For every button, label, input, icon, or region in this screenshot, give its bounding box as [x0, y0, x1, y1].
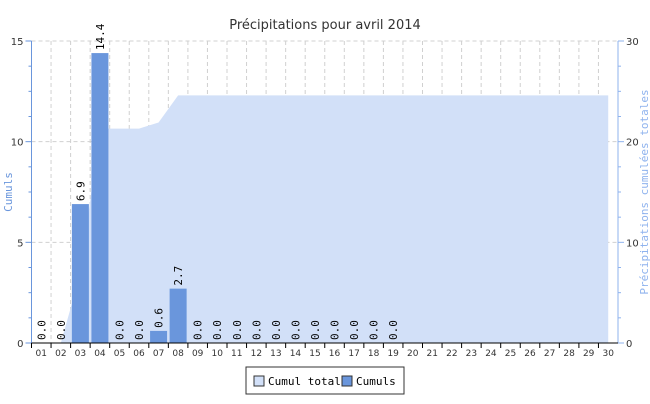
data-label: 0.0 [348, 320, 361, 340]
data-label: 0.0 [368, 320, 381, 340]
x-tick-label: 19 [387, 349, 399, 359]
y-tick-label: 0 [17, 339, 23, 350]
y2-tick-label: 0 [626, 339, 632, 350]
x-tick-label: 04 [94, 349, 106, 359]
x-tick-label: 20 [407, 349, 419, 359]
x-tick-label: 06 [133, 349, 145, 359]
y-tick-label: 15 [11, 37, 24, 48]
x-tick-label: 25 [505, 349, 516, 359]
legend-box [245, 366, 405, 395]
x-tick-label: 23 [466, 349, 477, 359]
data-label: 0.0 [309, 320, 322, 340]
bar-03 [71, 204, 89, 343]
x-tick-label: 22 [446, 349, 457, 359]
x-tick-label: 24 [485, 349, 497, 359]
data-label: 0.0 [387, 320, 400, 340]
y-axis-label: Cumuls [2, 172, 15, 212]
data-label: 0.0 [192, 320, 205, 340]
x-tick-label: 13 [270, 349, 281, 359]
y-tick-label: 5 [17, 238, 23, 249]
chart-title: Précipitations pour avril 2014 [229, 18, 421, 33]
x-tick-label: 07 [153, 349, 164, 359]
y2-tick-label: 20 [626, 138, 639, 149]
bar-04 [91, 53, 109, 344]
area-series [41, 95, 609, 343]
x-tick-label: 02 [55, 349, 66, 359]
data-label: 0.0 [270, 320, 283, 340]
data-label: 0.0 [113, 320, 126, 340]
data-label: 6.9 [74, 181, 87, 201]
x-tick-label: 08 [172, 349, 184, 359]
x-tick-label: 03 [75, 349, 86, 359]
x-tick-label: 05 [114, 349, 125, 359]
x-tick-label: 10 [211, 349, 223, 359]
data-label: 0.0 [55, 320, 68, 340]
legend: Cumul total Cumuls [245, 366, 405, 395]
x-tick-label: 27 [544, 349, 555, 359]
x-tick-label: 21 [427, 349, 438, 359]
x-tick-label: 14 [290, 349, 302, 359]
bar-08 [169, 288, 187, 343]
legend-label-cumul-total: Cumul total [268, 375, 341, 388]
bar-series: 0.0 0.0 6.9 14.4 0.0 0.0 0.6 2.7 0.0 0.0 0.0 0.0 0.0… [35, 23, 400, 344]
y2-tick-label: 30 [626, 37, 639, 48]
data-label: 0.0 [133, 320, 146, 340]
data-label: 14.4 [94, 23, 107, 50]
legend-swatch-cumuls [341, 375, 353, 387]
bar-07 [150, 330, 168, 343]
x-tick-label: 30 [602, 349, 614, 359]
x-tick-label: 29 [583, 349, 595, 359]
x-tick-label: 01 [36, 349, 47, 359]
x-tick-label: 09 [192, 349, 204, 359]
data-label: 0.0 [35, 320, 48, 340]
x-tick-label: 12 [251, 349, 262, 359]
data-label: 0.0 [329, 320, 342, 340]
x-tick-label: 16 [329, 349, 341, 359]
y2-axis-label: Précipitations cumulées totales [638, 89, 650, 294]
area-cumul-total [41, 95, 609, 343]
x-tick-label: 15 [309, 349, 320, 359]
x-tick-label: 17 [348, 349, 359, 359]
y-tick-label: 10 [11, 138, 24, 149]
data-label: 0.0 [289, 320, 302, 340]
data-label: 0.0 [231, 320, 244, 340]
x-tick-label: 28 [563, 349, 575, 359]
x-tick-label: 11 [231, 349, 242, 359]
legend-swatch-cumul-total [253, 375, 265, 387]
data-label: 2.7 [172, 266, 185, 286]
data-label: 0.0 [211, 320, 224, 340]
x-tick-label: 26 [524, 349, 536, 359]
x-tick-label: 18 [368, 349, 380, 359]
data-label: 0.6 [153, 308, 166, 328]
y2-tick-label: 10 [626, 238, 639, 249]
data-label: 0.0 [250, 320, 263, 340]
legend-label-cumuls: Cumuls [356, 375, 396, 388]
